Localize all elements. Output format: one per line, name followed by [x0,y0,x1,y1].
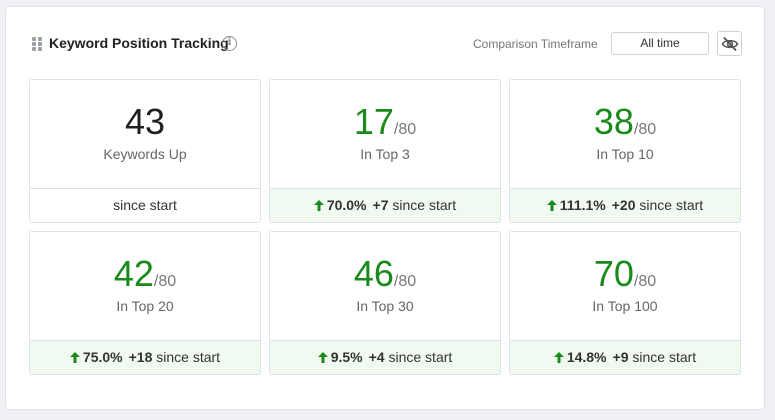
metric-label: In Top 10 [596,146,654,162]
drag-handle-icon[interactable] [32,37,42,51]
since-text: since start [113,197,177,213]
change-percent: 14.8% [566,349,607,365]
metric-label: Keywords Up [103,146,187,162]
change-percent: 75.0% [82,349,123,365]
metric-value: 43 [124,101,166,142]
hide-widget-button[interactable] [717,31,742,56]
change-delta: +20 [611,197,636,213]
info-icon[interactable]: i [222,36,237,51]
metric-label: In Top 30 [356,298,414,314]
metric-value: 70 [593,253,634,294]
change-delta: +18 [128,349,153,365]
metric-footer: 111.1% +20 since start [510,188,740,222]
since-text: since start [388,349,453,365]
metric-denominator: /80 [153,273,177,290]
arrow-up-icon [553,351,564,363]
since-text: since start [392,197,457,213]
metric-value: 17 [353,101,394,142]
change-delta: +9 [612,349,629,365]
metric-footer: 75.0% +18 since start [30,340,260,374]
metric-label: In Top 20 [116,298,174,314]
timeframe-select[interactable]: All time [611,32,709,55]
widget-header: Keyword Position Tracking i Comparison T… [6,7,764,77]
eye-slash-icon [721,36,739,52]
metric-footer: since start [30,188,260,222]
timeframe-label: Comparison Timeframe [473,37,598,51]
arrow-up-icon [546,199,557,211]
metric-value: 38 [593,101,634,142]
change-percent: 9.5% [330,349,363,365]
metric-footer: 14.8% +9 since start [510,340,740,374]
arrow-up-icon [313,199,324,211]
metric-label: In Top 3 [360,146,410,162]
metric-card-top-100: 70/80 In Top 100 14.8% +9 since start [509,231,741,375]
widget-title: Keyword Position Tracking [49,35,229,51]
metric-card-top-30: 46/80 In Top 30 9.5% +4 since start [269,231,501,375]
metric-denominator: /80 [633,121,657,138]
metric-footer: 9.5% +4 since start [270,340,500,374]
change-percent: 111.1% [559,197,606,213]
metric-card-keywords-up: 43 Keywords Up since start [29,79,261,223]
metric-card-top-20: 42/80 In Top 20 75.0% +18 since start [29,231,261,375]
change-percent: 70.0% [326,197,367,213]
metric-value: 42 [113,253,154,294]
since-text: since start [156,349,221,365]
metric-denominator: /80 [393,273,417,290]
metric-card-top-3: 17/80 In Top 3 70.0% +7 since start [269,79,501,223]
change-delta: +4 [368,349,385,365]
metric-label: In Top 100 [592,298,658,314]
metric-denominator: /80 [393,121,417,138]
metric-value: 46 [353,253,394,294]
metric-card-top-10: 38/80 In Top 10 111.1% +20 since start [509,79,741,223]
change-delta: +7 [372,197,389,213]
since-text: since start [639,197,704,213]
arrow-up-icon [317,351,328,363]
since-text: since start [632,349,697,365]
metric-denominator: /80 [633,273,657,290]
arrow-up-icon [69,351,80,363]
metric-footer: 70.0% +7 since start [270,188,500,222]
